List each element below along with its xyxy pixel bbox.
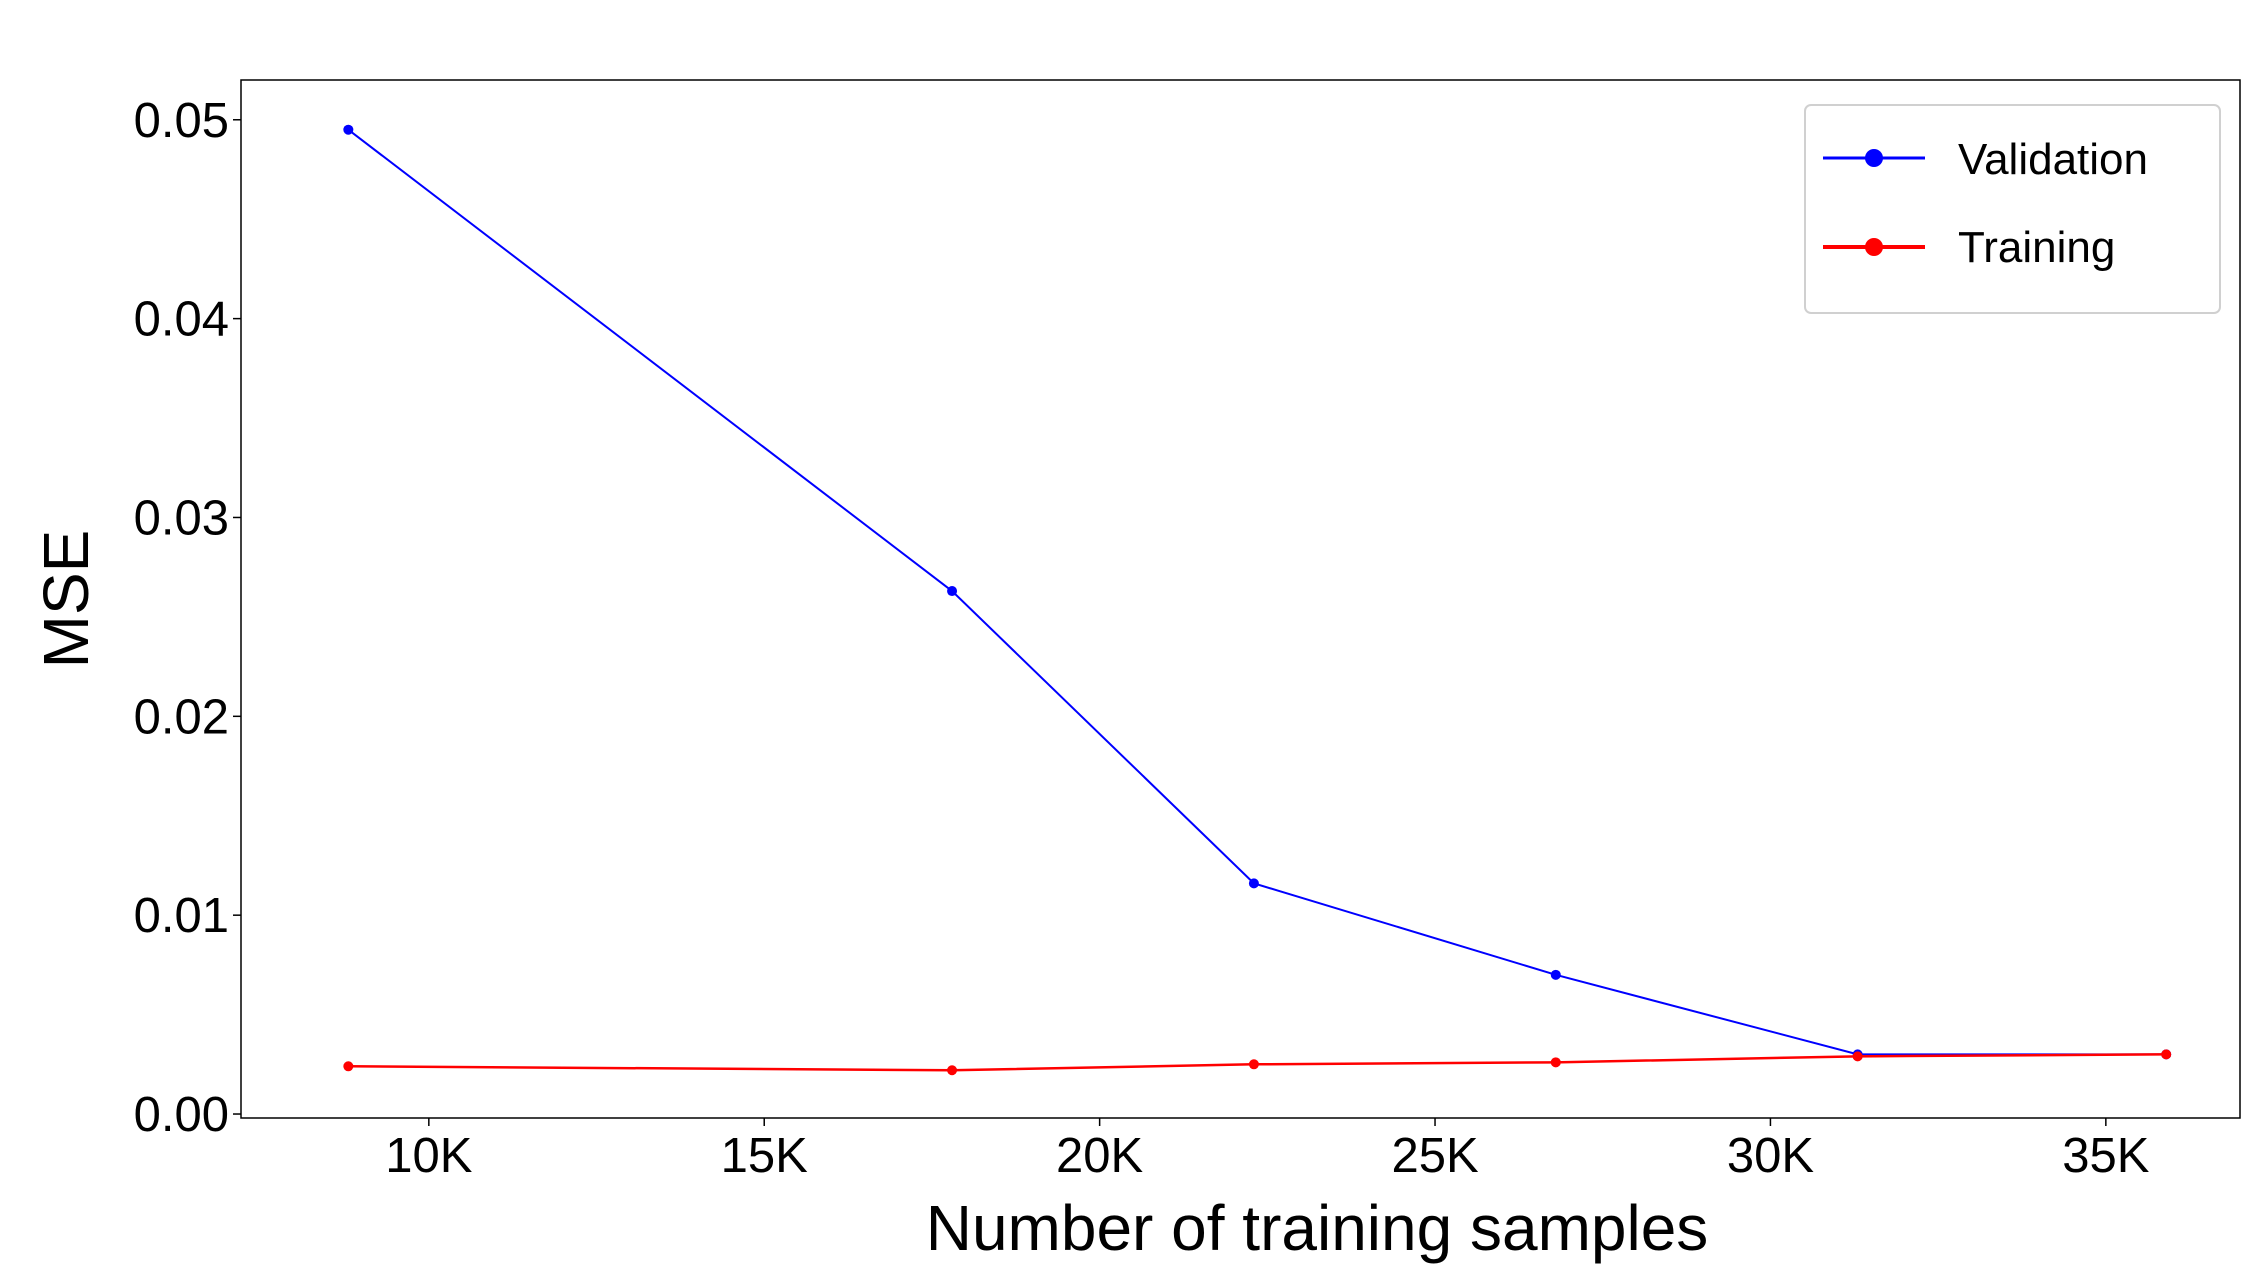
data-point-training — [1248, 1059, 1259, 1070]
data-point-validation — [343, 124, 354, 135]
legend-marker-training — [1865, 238, 1883, 256]
data-point-training — [1550, 1057, 1561, 1068]
legend: Validation Training — [1804, 104, 2221, 314]
plot-frame — [240, 79, 2241, 1119]
x-tick-label: 35K — [2062, 1129, 2150, 1183]
data-point-validation — [1248, 878, 1259, 889]
y-tick-label: 0.02 — [134, 690, 229, 744]
y-tick-label: 0.01 — [134, 889, 229, 943]
legend-label-validation: Validation — [1958, 135, 2148, 184]
y-tick-label: 0.00 — [134, 1088, 229, 1142]
data-point-validation — [1550, 969, 1561, 980]
series-layer — [343, 124, 2172, 1076]
x-axis-ticks: 10K 15K 20K 25K 30K 35K — [385, 1118, 2150, 1183]
series-line-training — [348, 1053, 2167, 1072]
series-line-validation — [347, 128, 2167, 1056]
data-point-training — [343, 1061, 354, 1072]
x-tick-label: 30K — [1727, 1129, 1815, 1183]
x-axis-title: Number of training samples — [926, 1192, 1709, 1264]
x-tick-label: 10K — [385, 1129, 473, 1183]
data-point-validation — [947, 586, 958, 597]
y-axis-ticks: 0.00 0.01 0.02 0.03 0.04 0.05 — [134, 94, 241, 1142]
data-point-training — [1852, 1051, 1863, 1062]
y-tick-label: 0.05 — [134, 94, 229, 148]
y-tick-label: 0.04 — [134, 293, 229, 347]
x-tick-label: 15K — [721, 1129, 809, 1183]
data-point-training — [947, 1065, 958, 1076]
legend-label-training: Training — [1958, 223, 2115, 272]
x-tick-label: 25K — [1391, 1129, 1479, 1183]
data-point-training — [2161, 1049, 2172, 1060]
y-axis-title: MSE — [30, 530, 102, 669]
x-tick-label: 20K — [1056, 1129, 1144, 1183]
legend-marker-validation — [1865, 149, 1883, 167]
y-tick-label: 0.03 — [134, 491, 229, 545]
